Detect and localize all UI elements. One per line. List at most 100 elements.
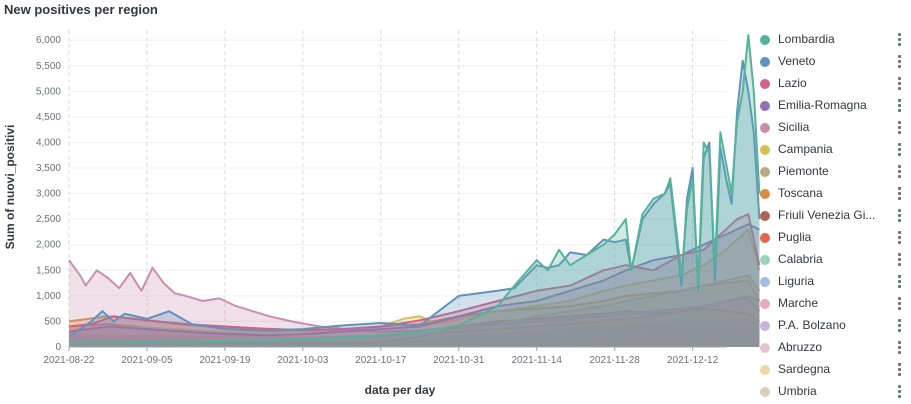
series-line[interactable] <box>68 213 761 332</box>
legend-item-menu-icon[interactable] <box>898 165 901 180</box>
legend-item-menu-icon[interactable] <box>898 99 901 114</box>
series-area <box>69 318 760 347</box>
legend-item[interactable]: Campania <box>756 140 906 162</box>
legend-label: Abruzzo <box>778 340 823 354</box>
legend-swatch <box>760 277 770 287</box>
legend-swatch <box>760 57 770 67</box>
legend-swatch <box>760 167 770 177</box>
legend-item-menu-icon[interactable] <box>898 77 901 92</box>
series-area <box>69 214 760 347</box>
legend-item[interactable]: Friuli Venezia Gi... <box>756 206 906 228</box>
series-sicilia[interactable] <box>68 259 760 347</box>
legend-item-menu-icon[interactable] <box>898 209 901 224</box>
legend-item-menu-icon[interactable] <box>898 297 901 312</box>
legend-item[interactable]: Sardegna <box>756 360 906 382</box>
legend-item-menu-icon[interactable] <box>898 33 901 48</box>
legend-item-menu-icon[interactable] <box>898 231 901 246</box>
legend-swatch <box>760 101 770 111</box>
legend-swatch <box>760 387 770 397</box>
series-lombardia[interactable] <box>68 34 761 347</box>
legend-label: P.A. Bolzano <box>778 318 846 332</box>
series-piemonte[interactable] <box>68 274 761 347</box>
y-tick-label: 1,500 <box>36 265 61 276</box>
legend-label: Friuli Venezia Gi... <box>778 208 876 222</box>
x-tick-label: 2021-10-31 <box>433 355 485 366</box>
series-line[interactable] <box>68 259 760 333</box>
series-area <box>69 335 760 347</box>
series-area <box>69 321 760 347</box>
legend-item-menu-icon[interactable] <box>898 385 901 400</box>
legend-swatch <box>760 189 770 199</box>
legend-label: Emilia-Romagna <box>778 98 867 112</box>
series-area <box>69 327 760 347</box>
legend-item[interactable]: Veneto <box>756 52 906 74</box>
y-tick-label: 5,000 <box>36 86 61 97</box>
y-tick-label: 2,500 <box>36 214 61 225</box>
y-tick-label: 3,500 <box>36 163 61 174</box>
legend-item-menu-icon[interactable] <box>898 121 901 136</box>
series-line[interactable] <box>68 307 760 345</box>
legend-label: Piemonte <box>778 164 829 178</box>
legend-item[interactable]: Toscana <box>756 184 906 206</box>
y-tick-label: 0 <box>55 342 61 353</box>
legend-item[interactable]: P.A. Bolzano <box>756 316 906 338</box>
series-area <box>69 35 760 347</box>
legend-item-menu-icon[interactable] <box>898 341 901 356</box>
series-calabria[interactable] <box>68 325 760 348</box>
legend-item[interactable]: Emilia-Romagna <box>756 96 906 118</box>
legend-swatch <box>760 79 770 89</box>
legend-swatch <box>760 233 770 243</box>
legend-item[interactable]: Lazio <box>756 74 906 96</box>
x-tick-label: 2021-10-03 <box>277 355 329 366</box>
legend-item[interactable]: Abruzzo <box>756 338 906 360</box>
series-area <box>69 326 760 347</box>
legend-swatch <box>760 299 770 309</box>
legend-label: Puglia <box>778 230 812 244</box>
series-line[interactable] <box>68 325 760 343</box>
legend-label: Lazio <box>778 76 807 90</box>
legend-item-menu-icon[interactable] <box>898 253 901 268</box>
legend-label: Umbria <box>778 384 817 398</box>
legend-item-menu-icon[interactable] <box>898 319 901 334</box>
series-line[interactable] <box>68 274 761 339</box>
legend-item-menu-icon[interactable] <box>898 187 901 202</box>
legend-item-menu-icon[interactable] <box>898 275 901 290</box>
series-area <box>69 298 760 347</box>
legend-item[interactable]: Sicilia <box>756 118 906 140</box>
x-tick-label: 2021-09-19 <box>199 355 251 366</box>
series-liguria[interactable] <box>68 317 760 347</box>
series-area <box>69 224 760 347</box>
series-area <box>69 60 760 347</box>
legend-swatch <box>760 255 770 265</box>
legend-item[interactable]: Calabria <box>756 250 906 272</box>
legend-label: Calabria <box>778 252 823 266</box>
x-tick-label: 2021-10-17 <box>355 355 407 366</box>
series-line[interactable] <box>68 228 761 334</box>
series-line[interactable] <box>68 317 760 343</box>
legend-item[interactable]: Lombardia <box>756 30 906 52</box>
legend-item[interactable]: Umbria <box>756 382 906 404</box>
series-line[interactable] <box>68 34 761 344</box>
y-tick-label: 4,000 <box>36 137 61 148</box>
y-tick-label: 500 <box>44 316 61 327</box>
legend-item-menu-icon[interactable] <box>898 363 901 378</box>
legend-swatch <box>760 343 770 353</box>
legend-label: Sicilia <box>778 120 810 134</box>
x-tick-label: 2021-09-05 <box>121 355 173 366</box>
x-tick-label: 2021-12-12 <box>667 355 719 366</box>
legend-item[interactable]: Piemonte <box>756 162 906 184</box>
series-lazio[interactable] <box>68 213 761 347</box>
series-area <box>69 275 760 347</box>
legend-item[interactable]: Marche <box>756 294 906 316</box>
legend-label: Lombardia <box>778 32 835 46</box>
legend-item[interactable]: Puglia <box>756 228 906 250</box>
y-tick-label: 4,500 <box>36 112 61 123</box>
legend-item-menu-icon[interactable] <box>898 55 901 70</box>
legend-item[interactable]: Liguria <box>756 272 906 294</box>
legend: Lombardia Veneto Lazio Emilia-Romagna Sicili… <box>756 30 906 404</box>
legend-label: Veneto <box>778 54 816 68</box>
legend-item-menu-icon[interactable] <box>898 143 901 158</box>
series-area <box>69 326 760 347</box>
